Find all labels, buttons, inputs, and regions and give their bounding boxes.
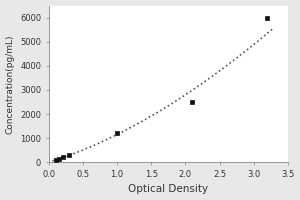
X-axis label: Optical Density: Optical Density [128,184,208,194]
Y-axis label: Concentration(pg/mL): Concentration(pg/mL) [6,34,15,134]
